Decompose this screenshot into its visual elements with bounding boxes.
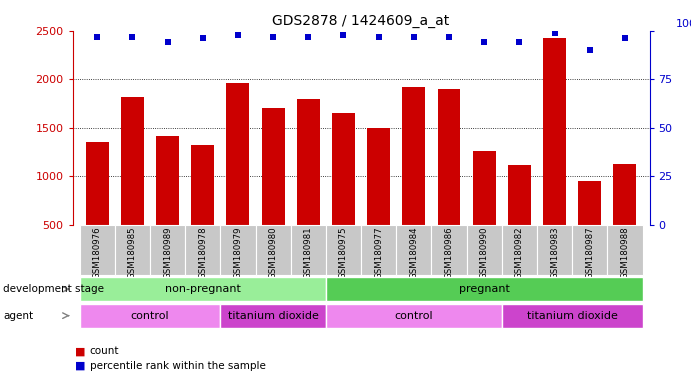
Text: GSM180989: GSM180989: [163, 227, 172, 279]
Bar: [402, 87, 425, 225]
Bar: [256, 225, 291, 275]
Point: [338, 31, 349, 38]
Bar: [614, 164, 636, 225]
Bar: [502, 225, 537, 275]
Title: GDS2878 / 1424609_a_at: GDS2878 / 1424609_a_at: [272, 14, 450, 28]
Text: GSM180975: GSM180975: [339, 227, 348, 279]
Bar: [578, 181, 601, 225]
Point: [303, 33, 314, 40]
Bar: [361, 225, 396, 275]
Text: GSM180987: GSM180987: [585, 227, 594, 279]
Bar: [326, 225, 361, 275]
Bar: [473, 151, 495, 225]
Bar: [121, 97, 144, 225]
Point: [162, 39, 173, 45]
Point: [92, 33, 103, 40]
Text: count: count: [90, 346, 120, 356]
Text: non-pregnant: non-pregnant: [164, 284, 240, 294]
Bar: [326, 277, 643, 301]
Text: GSM180986: GSM180986: [444, 227, 453, 279]
Bar: [79, 304, 220, 328]
Text: titanium dioxide: titanium dioxide: [227, 311, 319, 321]
Text: agent: agent: [3, 311, 34, 321]
Bar: [537, 225, 572, 275]
Point: [549, 30, 560, 36]
Text: GSM180980: GSM180980: [269, 227, 278, 279]
Text: GSM180981: GSM180981: [304, 227, 313, 279]
Text: GSM180990: GSM180990: [480, 227, 489, 279]
Point: [373, 33, 384, 40]
Text: 100%: 100%: [676, 19, 691, 29]
Text: ■: ■: [75, 346, 85, 356]
Bar: [291, 225, 326, 275]
Text: GSM180977: GSM180977: [374, 227, 383, 279]
Bar: [185, 225, 220, 275]
Text: GSM180985: GSM180985: [128, 227, 137, 279]
Bar: [86, 142, 108, 225]
Text: control: control: [131, 311, 169, 321]
Bar: [466, 225, 502, 275]
Point: [514, 39, 525, 45]
Bar: [431, 225, 466, 275]
Bar: [508, 166, 531, 225]
Text: GSM180988: GSM180988: [621, 227, 630, 279]
Text: percentile rank within the sample: percentile rank within the sample: [90, 361, 266, 371]
Point: [232, 31, 243, 38]
Bar: [227, 83, 249, 225]
Point: [127, 33, 138, 40]
Text: GSM180983: GSM180983: [550, 227, 559, 279]
Bar: [156, 136, 179, 225]
Bar: [396, 225, 431, 275]
Text: GSM180978: GSM180978: [198, 227, 207, 279]
Bar: [502, 304, 643, 328]
Text: ■: ■: [75, 361, 85, 371]
Bar: [367, 128, 390, 225]
Bar: [326, 304, 502, 328]
Bar: [332, 113, 355, 225]
Point: [197, 35, 208, 41]
Bar: [79, 277, 326, 301]
Text: GSM180982: GSM180982: [515, 227, 524, 279]
Bar: [297, 99, 320, 225]
Text: pregnant: pregnant: [459, 284, 510, 294]
Point: [408, 33, 419, 40]
Point: [479, 39, 490, 45]
Bar: [543, 38, 566, 225]
Point: [267, 33, 278, 40]
Text: control: control: [395, 311, 433, 321]
Text: titanium dioxide: titanium dioxide: [527, 311, 618, 321]
Bar: [191, 145, 214, 225]
Text: development stage: development stage: [3, 284, 104, 294]
Bar: [220, 225, 256, 275]
Bar: [437, 89, 460, 225]
Text: GSM180976: GSM180976: [93, 227, 102, 279]
Bar: [150, 225, 185, 275]
Point: [619, 35, 630, 41]
Bar: [607, 225, 643, 275]
Text: GSM180984: GSM180984: [409, 227, 418, 279]
Bar: [220, 304, 326, 328]
Text: GSM180979: GSM180979: [234, 227, 243, 279]
Bar: [572, 225, 607, 275]
Point: [584, 47, 595, 53]
Bar: [79, 225, 115, 275]
Bar: [115, 225, 150, 275]
Bar: [262, 108, 285, 225]
Point: [444, 33, 455, 40]
